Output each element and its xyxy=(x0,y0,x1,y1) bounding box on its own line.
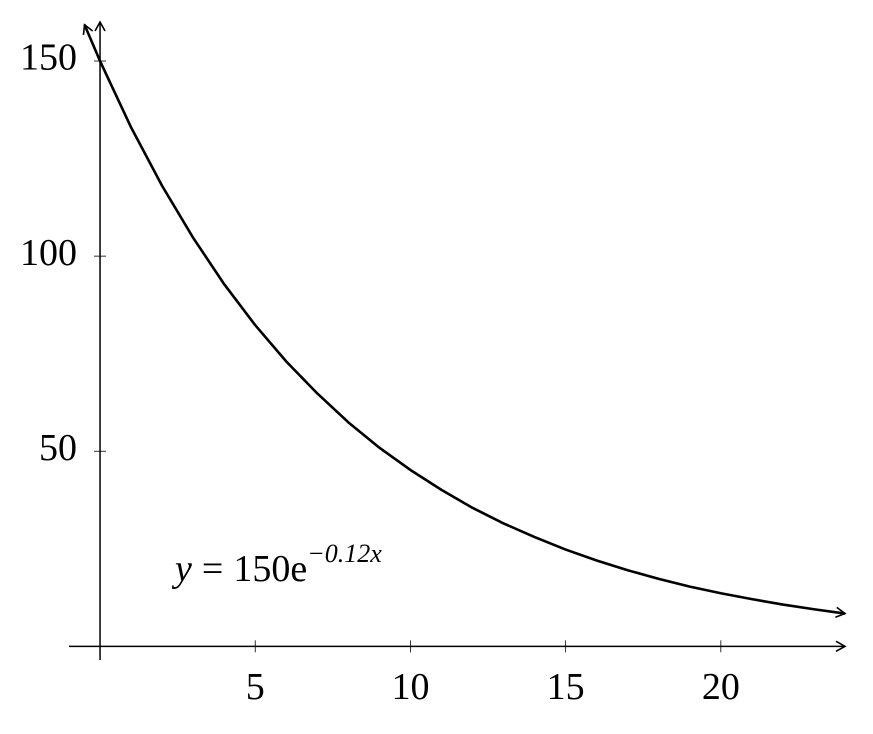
annotation: y = 150e−0.12x xyxy=(171,539,382,590)
x-tick-label: 10 xyxy=(391,666,429,708)
y-tick-label: 150 xyxy=(20,37,77,79)
annotation-lhs: y xyxy=(171,548,192,590)
curve xyxy=(82,23,847,619)
y-tick-label: 100 xyxy=(20,232,77,274)
x-tick-label: 20 xyxy=(702,666,740,708)
x-tick-label: 15 xyxy=(547,666,585,708)
x-tick-label: 5 xyxy=(246,666,265,708)
annotation-rhs: 150e xyxy=(233,548,307,590)
y-tick-label: 50 xyxy=(39,427,77,469)
annotation-exponent: −0.12x xyxy=(307,539,382,568)
annotation-relation: = xyxy=(202,548,223,590)
